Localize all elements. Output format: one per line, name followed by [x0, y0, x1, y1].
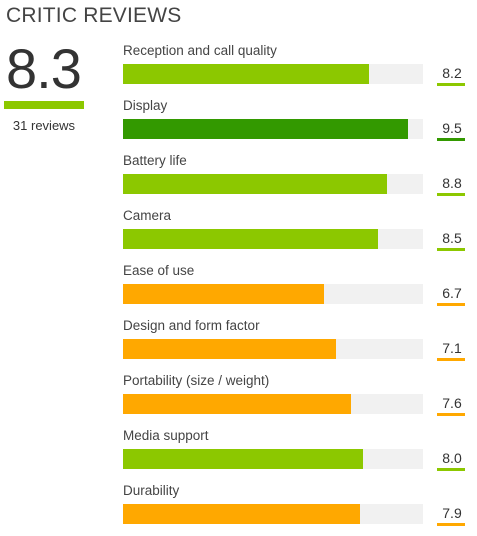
score-underline: [437, 468, 465, 471]
criterion-label: Camera: [123, 208, 172, 223]
score-bar-track: [123, 119, 423, 139]
criterion-row: Media support 8.0: [123, 428, 473, 478]
criterion-row: Ease of use 6.7: [123, 263, 473, 313]
score-bar-track: [123, 339, 423, 359]
score-bar-fill: [123, 394, 351, 414]
criterion-label: Media support: [123, 428, 209, 443]
criterion-label: Battery life: [123, 153, 187, 168]
criterion-label: Design and form factor: [123, 318, 260, 333]
criterion-label: Reception and call quality: [123, 43, 277, 58]
overall-score: 8.3: [6, 37, 82, 100]
score-bar-fill: [123, 449, 363, 469]
criterion-score: 8.2: [442, 65, 462, 81]
criterion-row: Display 9.5: [123, 98, 473, 148]
score-bar-fill: [123, 119, 408, 139]
criterion-row: Design and form factor 7.1: [123, 318, 473, 368]
score-underline: [437, 83, 465, 86]
overall-rating: 8.3 31 reviews: [4, 40, 84, 133]
criterion-score: 7.6: [442, 395, 462, 411]
score-underline: [437, 303, 465, 306]
score-bar-fill: [123, 284, 324, 304]
score-bar-track: [123, 174, 423, 194]
criterion-score: 8.0: [442, 450, 462, 466]
score-bar-track: [123, 229, 423, 249]
score-bar-fill: [123, 504, 360, 524]
criterion-row: Battery life 8.8: [123, 153, 473, 203]
score-bar-fill: [123, 174, 387, 194]
criterion-row: Durability 7.9: [123, 483, 473, 533]
score-bar-track: [123, 284, 423, 304]
criterion-row: Portability (size / weight) 7.6: [123, 373, 473, 423]
score-underline: [437, 358, 465, 361]
score-underline: [437, 413, 465, 416]
score-underline: [437, 523, 465, 526]
criterion-row: Reception and call quality 8.2: [123, 43, 473, 93]
criterion-label: Ease of use: [123, 263, 195, 278]
score-bar-track: [123, 504, 423, 524]
criterion-row: Camera 8.5: [123, 208, 473, 258]
criterion-score: 7.1: [442, 340, 462, 356]
criterion-label: Durability: [123, 483, 180, 498]
review-count: 31 reviews: [12, 118, 76, 133]
criterion-score: 8.8: [442, 175, 462, 191]
score-bar-fill: [123, 64, 369, 84]
overall-score-bar: [4, 101, 84, 109]
score-bar-track: [123, 64, 423, 84]
score-bar-fill: [123, 229, 378, 249]
criterion-score: 6.7: [442, 285, 462, 301]
criterion-score: 9.5: [442, 120, 462, 136]
score-underline: [437, 138, 465, 141]
score-bar-track: [123, 449, 423, 469]
criterion-label: Display: [123, 98, 168, 113]
criterion-label: Portability (size / weight): [123, 373, 270, 388]
criterion-score: 7.9: [442, 505, 462, 521]
score-bar-track: [123, 394, 423, 414]
criterion-score: 8.5: [442, 230, 462, 246]
score-underline: [437, 248, 465, 251]
section-title: CRITIC REVIEWS: [6, 4, 182, 27]
score-underline: [437, 193, 465, 196]
score-bar-fill: [123, 339, 336, 359]
